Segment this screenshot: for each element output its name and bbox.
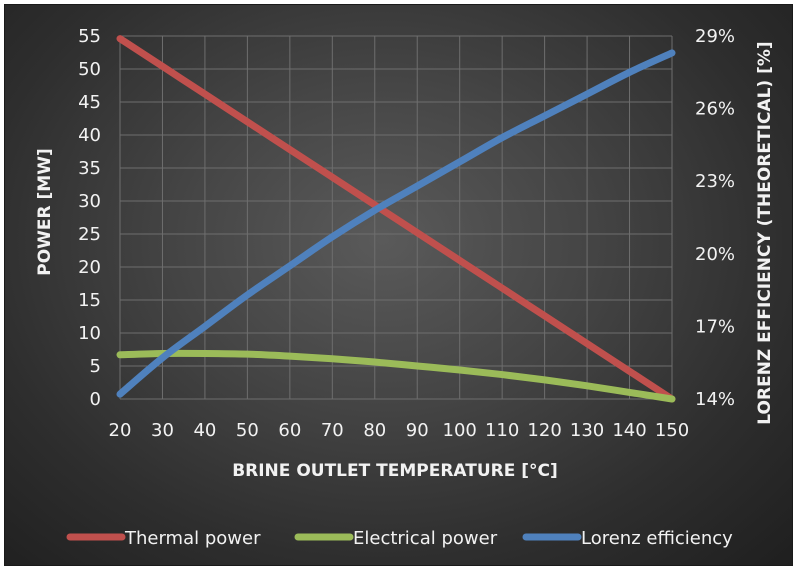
y2-tick-label: 20% <box>695 244 735 265</box>
y-axis-ticks: 0 5 10 15 20 25 30 35 40 45 50 55 <box>78 26 101 410</box>
y-tick-label: 30 <box>78 191 101 212</box>
x-tick-label: 60 <box>278 420 301 441</box>
x-tick-label: 110 <box>485 420 519 441</box>
series-line-electrical-power <box>116 349 676 403</box>
chart-frame: 20 30 40 50 60 70 80 90 100 110 120 130 140 150 0 5 10 1… <box>4 4 793 566</box>
y-tick-label: 10 <box>78 323 101 344</box>
y-tick-label: 55 <box>78 26 101 47</box>
x-tick-label: 30 <box>151 420 174 441</box>
legend-label-electrical-power: Electrical power <box>353 528 498 549</box>
series-lines <box>116 35 676 403</box>
x-tick-label: 130 <box>570 420 604 441</box>
x-tick-label: 120 <box>527 420 561 441</box>
x-tick-label: 80 <box>363 420 386 441</box>
y2-tick-label: 29% <box>695 26 735 47</box>
y2-tick-label: 26% <box>695 99 735 120</box>
y2-tick-label: 17% <box>695 316 735 337</box>
series-line-lorenz-efficiency <box>116 49 676 398</box>
y-axis-title: POWER [MW] <box>35 148 55 276</box>
y-tick-label: 50 <box>78 59 101 80</box>
y2-axis-ticks: 14% 17% 20% 23% 26% 29% <box>695 26 735 410</box>
y2-axis-title: LORENZ EFFICIENCY (THEORETICAL) [%] <box>755 41 775 424</box>
y2-tick-label: 14% <box>695 389 735 410</box>
y2-tick-label: 23% <box>695 171 735 192</box>
y-tick-label: 5 <box>90 356 101 377</box>
x-axis-ticks: 20 30 40 50 60 70 80 90 100 110 120 130 140 150 <box>109 420 690 441</box>
legend-label-lorenz-efficiency: Lorenz efficiency <box>581 528 733 549</box>
x-tick-label: 90 <box>406 420 429 441</box>
legend-label-thermal-power: Thermal power <box>124 528 261 549</box>
y-tick-label: 35 <box>78 158 101 179</box>
y-tick-label: 20 <box>78 257 101 278</box>
x-tick-label: 70 <box>321 420 344 441</box>
x-tick-label: 50 <box>236 420 259 441</box>
y-tick-label: 0 <box>90 389 101 410</box>
x-tick-label: 20 <box>109 420 132 441</box>
x-axis-title: BRINE OUTLET TEMPERATURE [°C] <box>232 461 558 481</box>
x-tick-label: 140 <box>612 420 646 441</box>
y-tick-label: 45 <box>78 92 101 113</box>
y-tick-label: 15 <box>78 290 101 311</box>
x-tick-label: 150 <box>655 420 689 441</box>
x-tick-label: 40 <box>193 420 216 441</box>
x-tick-label: 100 <box>443 420 477 441</box>
series-line-thermal-power <box>116 35 676 403</box>
legend: Thermal power Electrical power Lorenz effi… <box>66 528 733 549</box>
y-tick-label: 25 <box>78 224 101 245</box>
line-chart: 20 30 40 50 60 70 80 90 100 110 120 130 140 150 0 5 10 1… <box>35 26 775 549</box>
y-tick-label: 40 <box>78 125 101 146</box>
